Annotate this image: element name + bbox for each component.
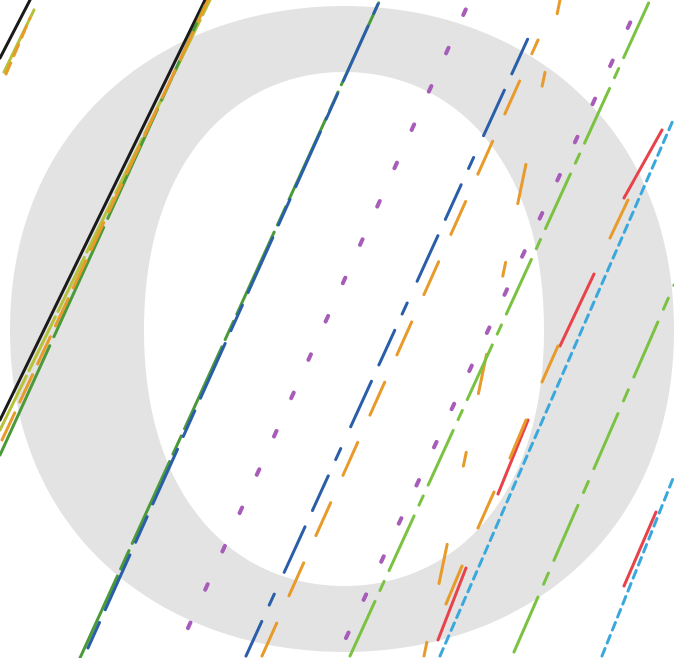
lightgreen-line-2: [512, 283, 674, 654]
orange-line-7: [508, 418, 528, 460]
orange-line-3: [260, 38, 540, 658]
blue-line-1: [86, 2, 380, 650]
red-line-4: [622, 128, 664, 200]
orange-line-6: [476, 490, 496, 530]
watermark-letter-o: [10, 6, 674, 652]
blue-line-2: [244, 32, 532, 658]
orange-line-4: [422, 0, 562, 658]
red-line-5: [622, 510, 658, 588]
olive-line-2: [2, 8, 36, 74]
orange-line-8: [540, 344, 560, 384]
cyan-line-2: [600, 474, 674, 658]
black-line-1: [0, 0, 32, 60]
orange-line-5: [444, 564, 464, 606]
red-line-2: [496, 418, 530, 496]
orange-line-1: [0, 0, 210, 442]
orange-line-9: [608, 198, 630, 240]
black-line-2: [0, 0, 207, 422]
orange-line-2: [4, 16, 32, 76]
lightgreen-line-1: [348, 0, 652, 658]
red-line-1: [436, 566, 468, 642]
cyan-line-1: [438, 116, 674, 658]
red-line-3: [558, 272, 596, 348]
